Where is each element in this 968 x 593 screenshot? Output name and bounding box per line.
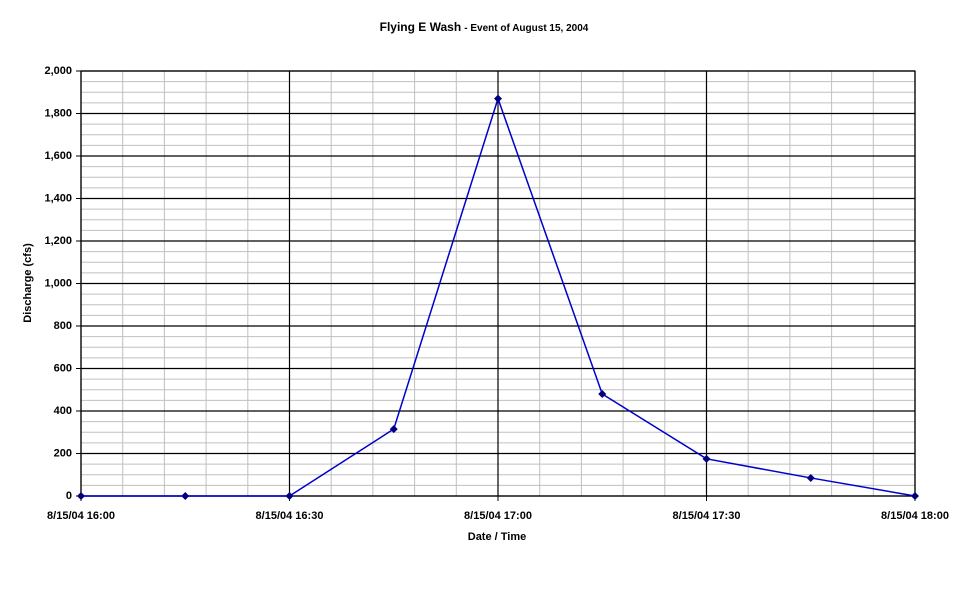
chart-title: Flying E Wash - Event of August 15, 2004 [380,20,589,34]
data-point [389,425,398,434]
y-tick-label: 600 [54,362,72,374]
x-tick-label: 8/15/04 18:00 [881,510,949,522]
data-point [702,454,711,463]
subtitle: - Event of August 15, 2004 [464,23,589,34]
x-tick-label: 8/15/04 16:00 [47,510,115,522]
y-tick-label: 200 [54,447,72,459]
x-tick-label: 8/15/04 16:30 [256,510,324,522]
x-tick-label: 8/15/04 17:00 [464,510,532,522]
y-tick-label: 800 [54,320,72,332]
plot-border [80,70,916,497]
y-tick-label: 1,000 [44,277,72,289]
y-tick-label: 2,000 [44,65,72,77]
data-point [494,94,502,103]
data-point [181,492,190,500]
y-tick-label: 1,200 [44,235,72,247]
title: Flying E Wash [380,20,462,34]
data-point [911,492,919,500]
data-point [598,390,607,398]
data-point [77,492,85,500]
x-tick-label: 8/15/04 17:30 [673,510,741,522]
y-tick-label: 400 [54,405,72,417]
y-axis-label: Discharge (cfs) [22,243,34,323]
data-point [285,492,294,500]
x-axis-label: Date / Time [468,531,527,543]
y-tick-label: 1,800 [44,107,72,119]
y-tick-label: 0 [66,490,72,502]
data-point [806,473,815,482]
y-tick-label: 1,400 [44,192,72,204]
y-tick-label: 1,600 [44,150,72,162]
